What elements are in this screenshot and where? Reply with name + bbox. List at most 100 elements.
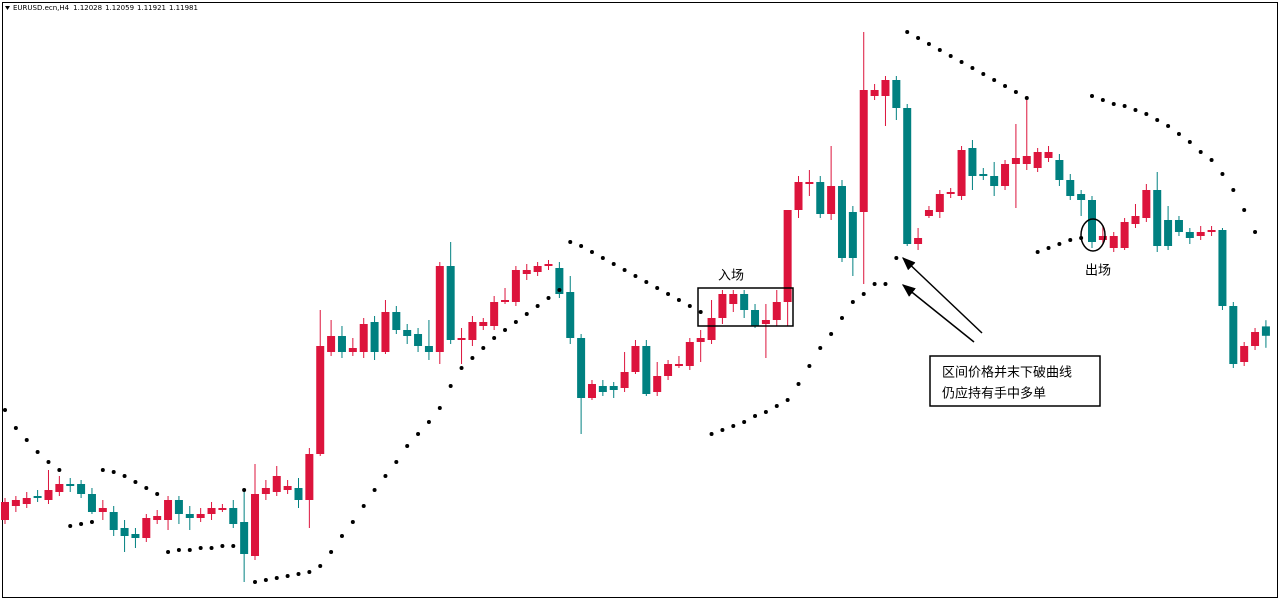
sar-dot xyxy=(1198,150,1203,154)
candle-body xyxy=(1011,158,1020,164)
sar-dot xyxy=(861,292,866,296)
candle-body xyxy=(598,386,607,392)
open-price: 1.12028 xyxy=(73,4,102,12)
candle-body xyxy=(1033,152,1042,168)
symbol: EURUSD.ecn,H4 xyxy=(13,4,70,12)
candle-body xyxy=(261,488,270,494)
sar-dot xyxy=(785,398,790,402)
sar-dot xyxy=(1242,208,1247,212)
candle-body xyxy=(229,508,238,524)
candle-body xyxy=(424,346,433,352)
sar-dot xyxy=(481,346,486,350)
candle-body xyxy=(631,346,640,372)
sar-dot xyxy=(111,470,116,474)
sar-dot xyxy=(720,428,725,432)
candle-body xyxy=(457,338,466,340)
sar-dot xyxy=(894,256,899,260)
header-menu-icon[interactable] xyxy=(5,6,10,10)
sar-dot xyxy=(296,572,301,576)
candle-body xyxy=(359,324,368,352)
sar-dot xyxy=(676,298,681,302)
candle-body xyxy=(827,186,836,214)
candle-body xyxy=(1055,160,1064,180)
candle-body xyxy=(620,372,629,388)
sar-dot xyxy=(937,48,942,52)
entry-box xyxy=(697,287,794,327)
sar-dot xyxy=(666,292,671,296)
sar-dot xyxy=(122,474,127,478)
sar-dot xyxy=(829,332,834,336)
candles-layer xyxy=(1,30,1270,584)
candle-body xyxy=(544,264,553,266)
candle-body xyxy=(870,90,879,96)
candle-body xyxy=(1109,236,1118,248)
sar-dot xyxy=(742,420,747,424)
sar-dot xyxy=(329,550,334,554)
sar-dot xyxy=(872,282,877,286)
sar-dot xyxy=(1209,158,1214,162)
sar-dot xyxy=(187,548,192,552)
candle-body xyxy=(327,336,336,352)
sar-dot xyxy=(100,468,105,472)
sar-dot xyxy=(1100,98,1105,102)
sar-dot xyxy=(166,550,171,554)
candle-body xyxy=(66,484,75,486)
sar-dot xyxy=(948,54,953,58)
candle-body xyxy=(435,266,444,352)
candle-body xyxy=(674,364,683,366)
sar-dot xyxy=(1046,246,1051,250)
sar-dot xyxy=(1035,250,1040,254)
candle-body xyxy=(77,484,86,494)
sar-dot xyxy=(905,30,910,34)
sar-dot xyxy=(709,432,714,436)
candle-body xyxy=(381,312,390,352)
close-price: 1.11981 xyxy=(169,4,198,12)
sar-dot xyxy=(79,522,84,526)
sar-dot xyxy=(89,520,94,524)
sar-dot xyxy=(350,520,355,524)
candle-body xyxy=(653,376,662,392)
sar-dot xyxy=(981,72,986,76)
candle-body xyxy=(1120,222,1129,248)
candle-body xyxy=(1001,164,1010,186)
sar-dot xyxy=(242,488,247,492)
sar-dot xyxy=(133,480,138,484)
sar-dot xyxy=(46,460,51,464)
sar-dot xyxy=(1133,108,1138,112)
candle-body xyxy=(1196,232,1205,236)
candle-body xyxy=(751,310,760,326)
sar-dot xyxy=(68,524,73,528)
sar-dot xyxy=(1144,112,1149,116)
sar-dot xyxy=(448,384,453,388)
candle-body xyxy=(1022,156,1031,164)
note-line: 区间价格并末下破曲线 xyxy=(942,365,1072,381)
candle-body xyxy=(1251,332,1260,346)
sar-dot xyxy=(970,66,975,70)
sar-dot xyxy=(1111,102,1116,106)
candle-body xyxy=(892,80,901,108)
sar-dot xyxy=(698,310,703,314)
sar-dot xyxy=(209,546,214,550)
sar-dot xyxy=(611,262,616,266)
sar-dot xyxy=(568,240,573,244)
candle-body xyxy=(522,270,531,274)
sar-dot xyxy=(339,534,344,538)
candle-body xyxy=(1098,236,1107,240)
candle-body xyxy=(1261,326,1270,336)
candle-body xyxy=(957,150,966,196)
sar-dot xyxy=(731,424,736,428)
candle-body xyxy=(740,294,749,310)
candle-body xyxy=(968,148,977,176)
sar-dot xyxy=(807,364,812,368)
sar-dot xyxy=(1253,230,1258,234)
candle-body xyxy=(1066,180,1075,196)
note-arrow xyxy=(902,257,983,334)
exit-circle xyxy=(1080,218,1106,252)
sar-dot xyxy=(274,576,279,580)
candle-body xyxy=(577,338,586,398)
sar-dot xyxy=(1024,96,1029,100)
sar-dot xyxy=(546,296,551,300)
candle-body xyxy=(816,182,825,214)
candle-body xyxy=(120,528,129,536)
